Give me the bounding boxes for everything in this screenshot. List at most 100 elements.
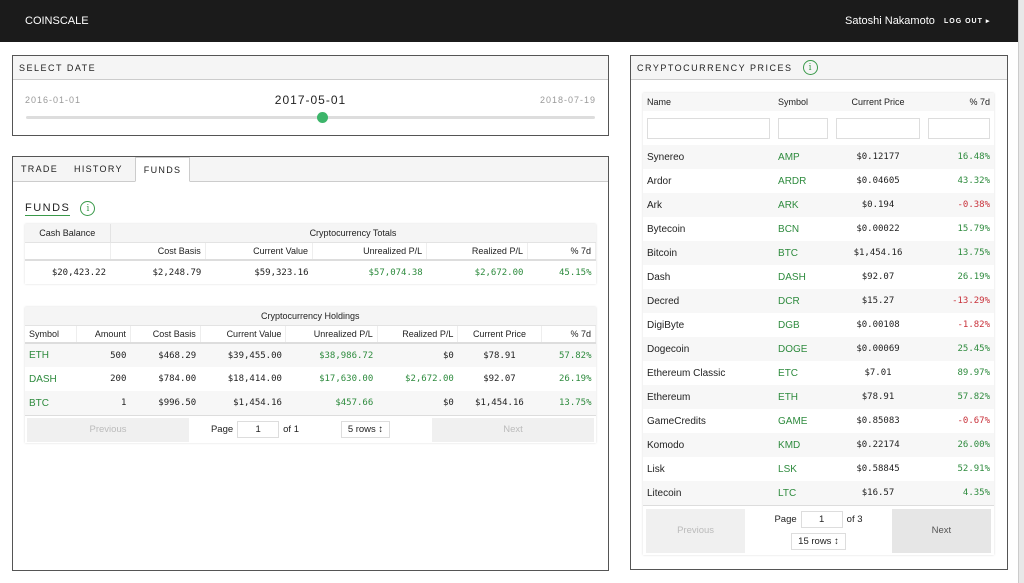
brand-logo[interactable]: COINSCALE <box>25 15 89 27</box>
column-header[interactable]: Current Price <box>851 97 905 107</box>
totals-table: Cash Balance Cryptocurrency Totals Cost B… <box>25 224 597 284</box>
price-row[interactable]: Dogecoin DOGE $0.00069 25.45% <box>643 337 994 361</box>
column-header[interactable]: Symbol <box>778 97 809 107</box>
coin-name: GameCredits <box>647 415 706 427</box>
price-row[interactable]: Bytecoin BCN $0.00022 15.79% <box>643 217 994 241</box>
symbol-link[interactable]: DASH <box>778 271 806 283</box>
holding-row[interactable]: BTC 1 $996.50 $1,454.16 $457.66 $0 $1,454.16 13… <box>25 391 596 415</box>
coin-name: Lisk <box>647 463 665 475</box>
price-row[interactable]: Ethereum ETH $78.91 57.82% <box>643 385 994 409</box>
symbol-link[interactable]: ETH <box>778 391 799 403</box>
totals-cell: $59,323.16 <box>254 267 309 278</box>
price-row[interactable]: Bitcoin BTC $1,454.16 13.75% <box>643 241 994 265</box>
holding-cell: $39,455.00 <box>227 350 282 361</box>
column-header <box>25 242 111 261</box>
tab-funds[interactable]: FUNDS <box>134 157 191 182</box>
holding-cell: 13.75% <box>558 398 592 408</box>
symbol-link[interactable]: LSK <box>778 463 797 475</box>
symbol-link[interactable]: BTC <box>29 397 49 409</box>
price-row[interactable]: Decred DCR $15.27 -13.29% <box>643 289 994 313</box>
group-header: Cryptocurrency Totals <box>110 224 596 243</box>
change-7d: 52.91% <box>957 464 990 474</box>
user-name: Satoshi Nakamoto <box>845 15 935 27</box>
filter-input[interactable] <box>928 117 990 139</box>
page-input[interactable]: 1 <box>800 511 843 528</box>
filter-cell <box>924 111 994 145</box>
holding-row[interactable]: ETH 500 $468.29 $39,455.00 $38,986.72 $0 $78.9… <box>25 343 596 367</box>
previous-button[interactable]: Previous <box>27 417 189 442</box>
filter-input[interactable] <box>778 117 828 139</box>
logout-button[interactable]: LOG OUT ▸ <box>944 18 991 25</box>
totals-cell: $57,074.38 <box>368 267 423 278</box>
price-row[interactable]: GameCredits GAME $0.85083 -0.67% <box>643 409 994 433</box>
page-input[interactable]: 1 <box>237 421 280 438</box>
next-button[interactable]: Next <box>432 417 594 442</box>
panel-title: CRYPTOCURRENCY PRICES <box>637 62 793 73</box>
symbol-link[interactable]: ARDR <box>778 175 807 187</box>
symbol-link[interactable]: GAME <box>778 415 808 427</box>
rows-select[interactable]: 5 rows ↕ <box>340 421 391 438</box>
current-price: $0.00022 <box>856 224 900 234</box>
column-header: % 7d <box>527 242 597 261</box>
price-row[interactable]: Synereo AMP $0.12177 16.48% <box>643 145 994 169</box>
price-row[interactable]: Ethereum Classic ETC $7.01 89.97% <box>643 361 994 385</box>
column-header: Realized P/L <box>377 325 459 344</box>
symbol-link[interactable]: AMP <box>778 151 800 163</box>
symbol-link[interactable]: BCN <box>778 223 800 235</box>
info-icon[interactable]: i <box>80 201 96 216</box>
symbol-link[interactable]: DGB <box>778 319 800 331</box>
holding-cell: $17,630.00 <box>319 374 374 384</box>
price-row[interactable]: Komodo KMD $0.22174 26.00% <box>643 433 994 457</box>
column-header: Cost Basis <box>130 325 201 344</box>
filter-input[interactable] <box>647 117 771 139</box>
filter-cell <box>643 111 774 145</box>
date-max: 2018-07-19 <box>539 95 596 105</box>
filter-input[interactable] <box>835 117 921 139</box>
change-7d: 26.19% <box>957 272 990 282</box>
price-row[interactable]: Ardor ARDR $0.04605 43.32% <box>643 169 994 193</box>
current-price: $0.04605 <box>856 176 900 186</box>
holding-row[interactable]: DASH 200 $784.00 $18,414.00 $17,630.00 $2,672… <box>25 367 596 391</box>
change-7d: 4.35% <box>962 488 990 498</box>
symbol-link[interactable]: LTC <box>778 487 797 499</box>
column-header[interactable]: Name <box>647 97 672 107</box>
column-header: Unrealized P/L <box>285 325 378 344</box>
previous-button[interactable]: Previous <box>646 508 746 553</box>
coin-name: Litecoin <box>647 487 682 499</box>
prices-pagination: Previous Page 1 of 3 15 rows ↕ Next <box>643 505 994 555</box>
change-7d: 15.79% <box>957 224 990 234</box>
price-row[interactable]: DigiByte DGB $0.00108 -1.82% <box>643 313 994 337</box>
date-slider-handle[interactable] <box>316 112 328 123</box>
info-icon[interactable]: i <box>802 60 818 75</box>
top-navbar: COINSCALE Satoshi Nakamoto LOG OUT ▸ <box>0 0 1018 42</box>
holding-cell: $92.07 <box>483 374 516 384</box>
holding-cell: $38,986.72 <box>319 350 374 361</box>
holding-cell: 57.82% <box>558 350 592 361</box>
column-header: % 7d <box>541 325 597 344</box>
price-row[interactable]: Dash DASH $92.07 26.19% <box>643 265 994 289</box>
tab-trade[interactable]: TRADE <box>21 164 59 174</box>
rows-select[interactable]: 15 rows ↕ <box>791 533 846 550</box>
column-header[interactable]: % 7d <box>969 97 990 107</box>
price-row[interactable]: Ark ARK $0.194 -0.38% <box>643 193 994 217</box>
date-slider[interactable] <box>26 112 595 123</box>
coin-name: Synereo <box>647 151 685 163</box>
next-button[interactable]: Next <box>891 508 991 553</box>
tab-history[interactable]: HISTORY <box>74 164 123 174</box>
page-scrollbar[interactable] <box>1018 0 1024 583</box>
symbol-link[interactable]: ETC <box>778 367 799 379</box>
select-date-panel: SELECT DATE 2016-01-01 2017-05-01 2018-0… <box>12 55 609 136</box>
symbol-link[interactable]: DCR <box>778 295 800 307</box>
price-row[interactable]: Lisk LSK $0.58845 52.91% <box>643 457 994 481</box>
symbol-link[interactable]: DASH <box>29 373 57 385</box>
symbol-link[interactable]: KMD <box>778 439 801 451</box>
symbol-link[interactable]: ARK <box>778 199 799 211</box>
symbol-link[interactable]: DOGE <box>778 343 808 355</box>
symbol-link[interactable]: BTC <box>778 247 799 259</box>
page-total: of 3 <box>846 514 863 525</box>
coin-name: Bytecoin <box>647 223 686 235</box>
symbol-link[interactable]: ETH <box>29 350 49 361</box>
price-row[interactable]: Litecoin LTC $16.57 4.35% <box>643 481 994 505</box>
current-price: $0.194 <box>861 200 895 210</box>
holding-cell: $78.91 <box>483 350 516 361</box>
